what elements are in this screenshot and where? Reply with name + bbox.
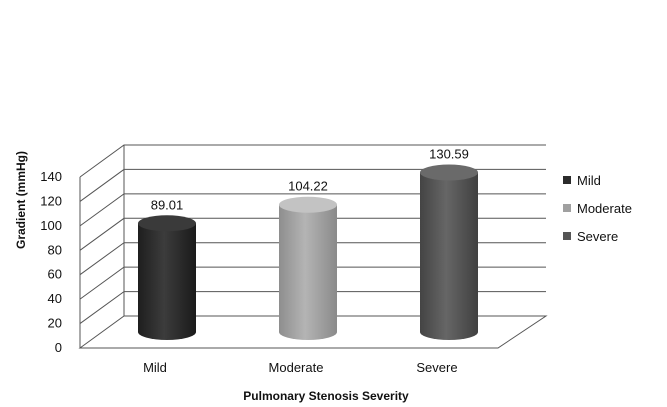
y-tick-label: 60 [48, 267, 62, 282]
data-label: 104.22 [288, 179, 328, 194]
legend-label: Moderate [577, 201, 632, 216]
bar-body [279, 204, 337, 340]
bar-top [420, 164, 478, 181]
y-tick-label: 0 [55, 340, 62, 355]
legend-swatch [563, 176, 571, 184]
y-tick-label: 40 [48, 291, 62, 306]
bar-top [279, 196, 337, 213]
legend-swatch [563, 232, 571, 240]
legend: Mild Moderate Severe [563, 173, 632, 244]
x-tick-label: Mild [143, 360, 167, 375]
floor-gridline [78, 315, 548, 349]
bar-body [138, 223, 196, 340]
y-tick-label: 120 [40, 193, 62, 208]
x-tick-label: Severe [416, 360, 457, 375]
x-axis-title: Pulmonary Stenosis Severity [243, 389, 409, 403]
y-tick-label: 140 [40, 169, 62, 184]
data-label: 89.01 [151, 197, 184, 212]
x-tick-label: Moderate [269, 360, 324, 375]
bar-moderate [279, 196, 337, 340]
legend-item-severe: Severe [563, 229, 618, 244]
y-axis-ticks: 0 20 40 60 80 100 120 140 [40, 169, 62, 355]
y-tick-label: 80 [48, 242, 62, 257]
data-label: 130.59 [429, 146, 469, 161]
bar-mild [138, 215, 196, 340]
bars [138, 164, 478, 340]
y-tick-label: 20 [48, 316, 62, 331]
x-axis-ticks: Mild Moderate Severe [143, 360, 458, 375]
bar-body [420, 172, 478, 340]
legend-swatch [563, 204, 571, 212]
legend-item-moderate: Moderate [563, 201, 632, 216]
gridlines [78, 144, 548, 349]
y-axis-title: Gradient (mmHg) [14, 151, 28, 249]
legend-item-mild: Mild [563, 173, 601, 188]
legend-label: Severe [577, 229, 618, 244]
data-labels: 89.01 104.22 130.59 [151, 146, 469, 212]
legend-label: Mild [577, 173, 601, 188]
y-tick-label: 100 [40, 218, 62, 233]
bar-top [138, 215, 196, 232]
bar-severe [420, 164, 478, 340]
